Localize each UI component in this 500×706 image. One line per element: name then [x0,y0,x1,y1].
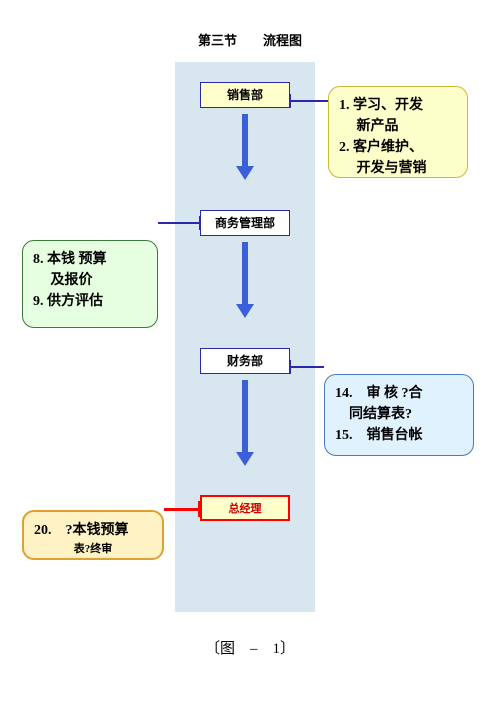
connector-c2 [158,222,200,224]
connector-cap-c2 [199,216,201,230]
node-general-manager: 总经理 [200,495,290,521]
callout-line: 20. ?本钱预算 [34,520,152,541]
callout-line: 15. 销售台帐 [335,425,463,446]
connector-cap-c4 [198,501,201,517]
figure-caption: 〔图 – 1〕 [0,637,500,658]
callout-line: 新产品 [339,116,457,137]
connector-cap-c1 [289,94,291,108]
arrow-2 [241,242,249,318]
node-biz-mgmt: 商务管理部 [200,210,290,236]
callout-line: 同结算表? [335,404,463,425]
node-sales: 销售部 [200,82,290,108]
callout-sales: 1. 学习、开发 新产品 2. 客户维护、 开发与营销 [328,86,468,178]
callout-line: 9. 供方评估 [33,291,147,312]
arrow-3 [241,380,249,466]
connector-c3 [290,366,324,368]
connector-c4 [164,508,200,511]
callout-line: 开发与营销 [339,158,457,178]
callout-line: 8. 本钱 预算 [33,249,147,270]
callout-line: 及报价 [33,270,147,291]
callout-line: 14. 审 核 ?合 [335,383,463,404]
connector-c1 [290,100,328,102]
page-title: 第三节 流程图 [0,30,500,49]
callout-biz: 8. 本钱 预算 及报价 9. 供方评估 [22,240,158,328]
arrow-1 [241,114,249,180]
callout-gm: 20. ?本钱预算 表?终审 [22,510,164,560]
callout-line: 2. 客户维护、 [339,137,457,158]
node-finance: 财务部 [200,348,290,374]
callout-finance: 14. 审 核 ?合 同结算表? 15. 销售台帐 [324,374,474,456]
connector-cap-c3 [289,360,291,374]
callout-line: 1. 学习、开发 [339,95,457,116]
callout-line2: 表?终审 [34,541,152,558]
